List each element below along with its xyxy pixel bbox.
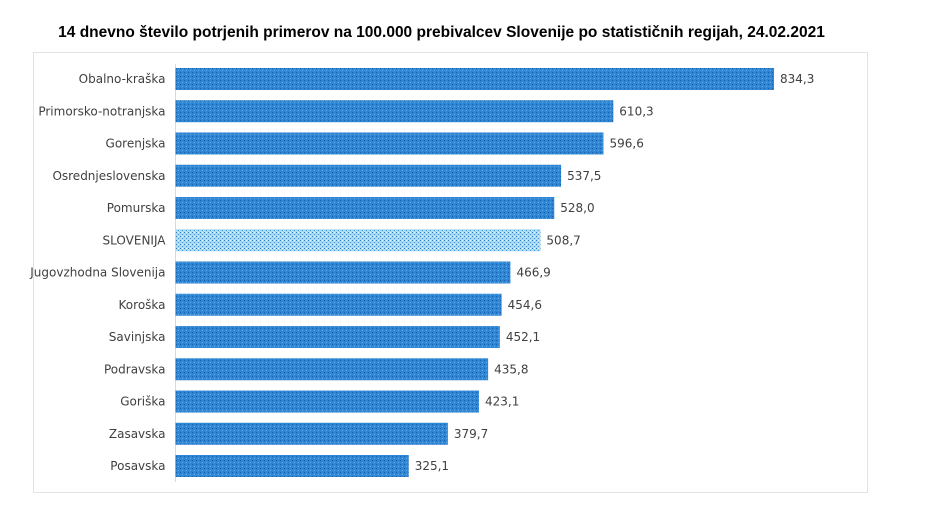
data-label: 435,8 [494, 362, 528, 376]
category-label: Savinjska [109, 330, 166, 344]
data-label: 454,6 [508, 298, 542, 312]
data-label: 596,6 [609, 137, 643, 151]
bar [175, 197, 555, 219]
chart-area [33, 52, 868, 493]
category-label: Osrednjeslovenska [52, 169, 165, 183]
category-label: SLOVENIJA [103, 233, 167, 247]
bar [175, 390, 480, 413]
data-label: 537,5 [567, 169, 601, 183]
bar [175, 261, 511, 284]
bar [175, 422, 448, 445]
bar [175, 326, 500, 348]
bar [175, 68, 774, 90]
bar [175, 455, 409, 477]
data-label: 325,1 [415, 459, 449, 473]
data-label: 610,3 [619, 104, 653, 118]
data-label: 452,1 [506, 330, 540, 344]
category-label: Gorenjska [106, 137, 166, 151]
bar [175, 358, 489, 381]
category-label: Primorsko-notranjska [38, 104, 165, 118]
bar [175, 100, 614, 123]
category-label: Goriška [120, 395, 165, 409]
bar [175, 132, 604, 155]
category-label: Obalno-kraška [79, 72, 166, 86]
data-label: 423,1 [485, 395, 519, 409]
category-label: Pomurska [107, 201, 166, 215]
bar [175, 164, 562, 187]
data-label: 528,0 [560, 201, 594, 215]
category-label: Podravska [104, 362, 166, 376]
data-label: 834,3 [780, 72, 814, 86]
data-label: 379,7 [454, 427, 488, 441]
category-label: Jugovzhodna Slovenija [29, 266, 165, 280]
chart-title: 14 dnevno število potrjenih primerov na … [58, 24, 825, 41]
category-label: Posavska [110, 459, 165, 473]
category-label: Koroška [119, 298, 166, 312]
bar [175, 229, 541, 252]
category-label: Zasavska [109, 427, 166, 441]
data-label: 508,7 [546, 233, 580, 247]
bar [175, 293, 502, 316]
data-label: 466,9 [516, 266, 550, 280]
